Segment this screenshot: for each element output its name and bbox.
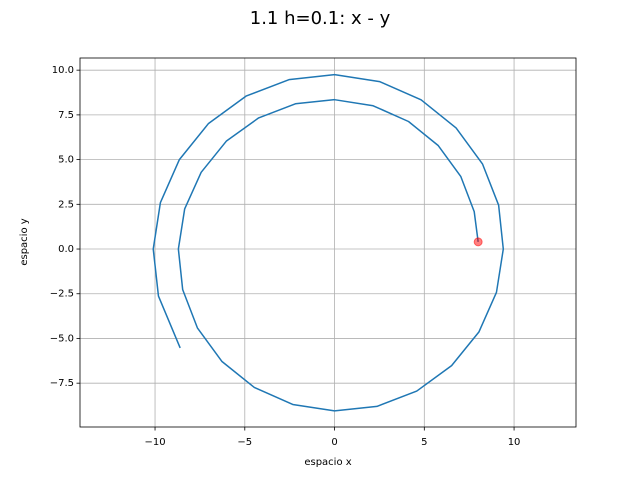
x-tick-label: −5 <box>237 437 252 448</box>
plot-frame <box>79 57 577 428</box>
y-axis-label: espacio y <box>19 218 30 265</box>
y-tick-label: 2.5 <box>58 199 74 210</box>
y-tick-label: −5.0 <box>50 333 74 344</box>
y-tick-label: −7.5 <box>50 378 74 389</box>
y-tick-label: 10.0 <box>52 65 74 76</box>
y-tick-label: −2.5 <box>50 289 74 300</box>
x-tick-label: 10 <box>508 437 521 448</box>
y-tick-label: 0.0 <box>58 244 74 255</box>
y-tick-label: 7.5 <box>58 110 74 121</box>
line <box>152 73 505 412</box>
chart-title: 1.1 h=0.1: x - y <box>250 8 391 29</box>
marker <box>473 237 483 247</box>
x-tick-label: −10 <box>144 437 165 448</box>
y-tick-label: 5.0 <box>58 155 74 166</box>
x-tick-label: 0 <box>331 437 337 448</box>
x-axis-label: espacio x <box>304 457 351 468</box>
x-tick-label: 5 <box>421 437 427 448</box>
